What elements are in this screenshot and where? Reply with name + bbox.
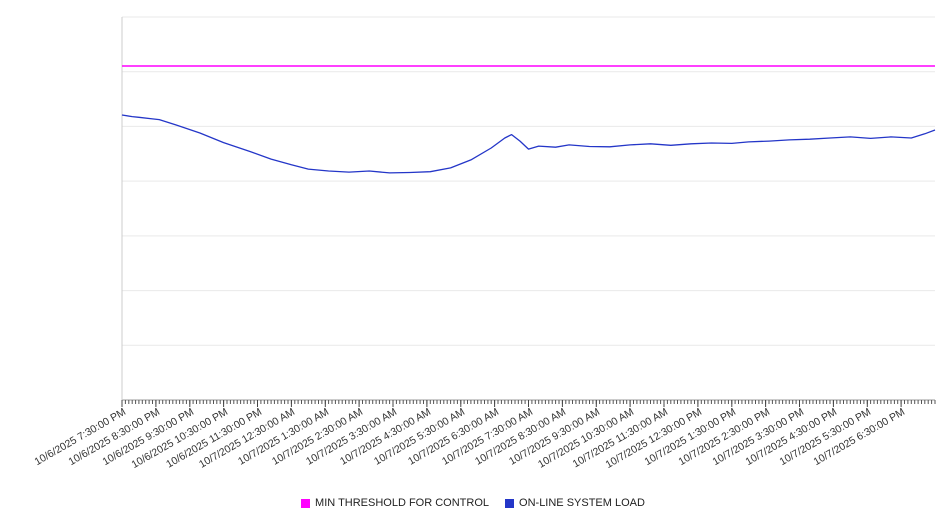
load-swatch-icon	[505, 498, 515, 508]
threshold-swatch-icon	[301, 498, 311, 508]
legend-label-load: ON-LINE SYSTEM LOAD	[519, 497, 645, 509]
plot-area	[121, 16, 936, 407]
legend-label-threshold: MIN THRESHOLD FOR CONTROL	[315, 497, 490, 509]
legend-item-load: ON-LINE SYSTEM LOAD	[505, 497, 645, 509]
legend-item-threshold: MIN THRESHOLD FOR CONTROL	[301, 497, 489, 509]
legend: MIN THRESHOLD FOR CONTROL ON-LINE SYSTEM…	[0, 497, 946, 509]
load-line	[121, 114, 936, 174]
